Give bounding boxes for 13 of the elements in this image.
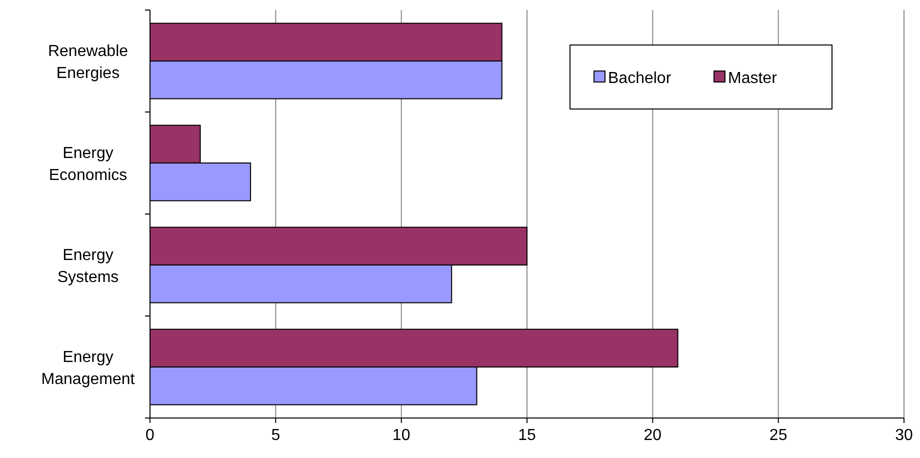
legend-label: Master	[728, 70, 778, 87]
y-tick-label: Energy Economics	[48, 145, 128, 184]
y-tick-label: Energy Systems	[57, 247, 119, 286]
x-tick-label: 20	[644, 427, 662, 444]
y-tick-label: Renewable Energies	[48, 43, 128, 82]
y-tick-label: Energy Management	[41, 349, 136, 388]
x-tick-label: 0	[146, 427, 155, 444]
x-tick-label: 25	[769, 427, 788, 444]
x-tick-label: 30	[895, 427, 913, 444]
x-tick-label: 15	[518, 427, 536, 444]
x-tick-label: 10	[392, 427, 410, 444]
x-tick-label: 5	[271, 427, 280, 444]
legend-label: Bachelor	[608, 70, 672, 87]
